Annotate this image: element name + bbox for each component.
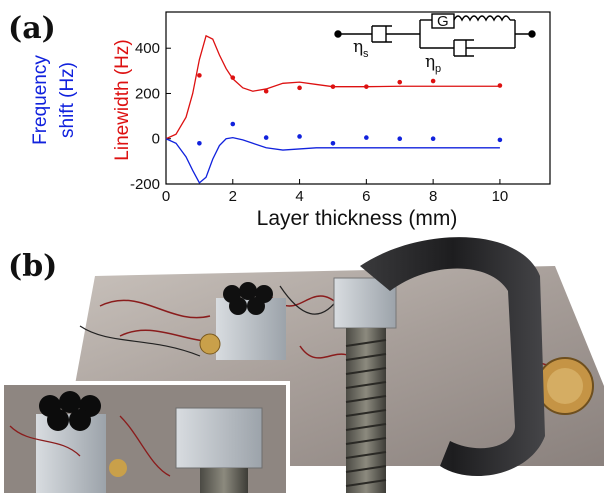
y-tick-label: -200 xyxy=(130,176,160,193)
spring-g-box xyxy=(431,13,455,29)
plot-frame xyxy=(165,11,551,185)
blue-data-point xyxy=(430,136,436,142)
panel-b-label: (b) xyxy=(8,249,57,284)
blue-data-point xyxy=(330,140,336,146)
inset-content xyxy=(9,391,263,493)
blue-data-point xyxy=(397,136,403,142)
dashpot-p xyxy=(453,39,474,57)
x-tick-label: 4 xyxy=(295,188,303,205)
dashpot-s xyxy=(371,25,392,43)
blue-data-point xyxy=(197,140,202,146)
y-axis-label-red: Linewidth (Hz) xyxy=(112,39,133,160)
c-clamp-frame xyxy=(360,237,545,476)
red-data-point xyxy=(230,75,236,80)
red-data-point xyxy=(263,88,269,94)
red-data-point xyxy=(497,83,503,88)
x-tick-label: 0 xyxy=(162,188,170,205)
red-data-point xyxy=(297,85,302,91)
y-tick-label: 200 xyxy=(135,85,160,102)
piezo-disc-right-inner xyxy=(547,368,583,404)
blue-data-point xyxy=(497,137,503,143)
red-data-point xyxy=(397,79,403,85)
blue-data-point xyxy=(263,135,269,140)
red-data-point xyxy=(430,78,436,84)
blue-data-point xyxy=(297,134,302,139)
y-axis-label-blue-line2: shift (Hz) xyxy=(57,62,78,138)
panel-b-photo: (b) xyxy=(0,237,604,493)
red-data-point xyxy=(364,84,369,89)
y-tick-label: 0 xyxy=(152,131,160,148)
eta-s-subscript: s xyxy=(363,48,369,60)
blue-curve xyxy=(165,136,500,184)
y-axis-label-blue-line1: Frequency xyxy=(30,55,51,145)
eta-p-symbol: η xyxy=(425,52,435,72)
x-tick-label: 8 xyxy=(429,188,437,205)
circuit-terminal-right xyxy=(528,30,536,38)
red-curve xyxy=(165,34,500,140)
blue-data-point xyxy=(230,121,236,127)
eta-p-subscript: p xyxy=(435,63,441,75)
circuit-diagram xyxy=(334,13,536,57)
x-tick-label: 10 xyxy=(492,188,509,205)
eta-s-symbol: η xyxy=(353,37,363,57)
screw-threads xyxy=(345,339,387,487)
chart-series xyxy=(165,34,503,184)
red-data-point xyxy=(330,84,336,89)
panel-a-label: (a) xyxy=(8,11,56,46)
spring-g-label: G xyxy=(437,13,449,30)
x-tick-label: 2 xyxy=(229,188,237,205)
spring-coil xyxy=(453,15,511,22)
black-masses xyxy=(223,282,273,315)
piezo-disc-left xyxy=(199,333,221,355)
y-tick-label: 400 xyxy=(135,40,160,57)
blue-data-point xyxy=(364,135,369,140)
x-axis-label: Layer thickness (mm) xyxy=(257,207,458,230)
x-tick-label: 6 xyxy=(362,188,370,205)
red-data-point xyxy=(197,73,202,78)
